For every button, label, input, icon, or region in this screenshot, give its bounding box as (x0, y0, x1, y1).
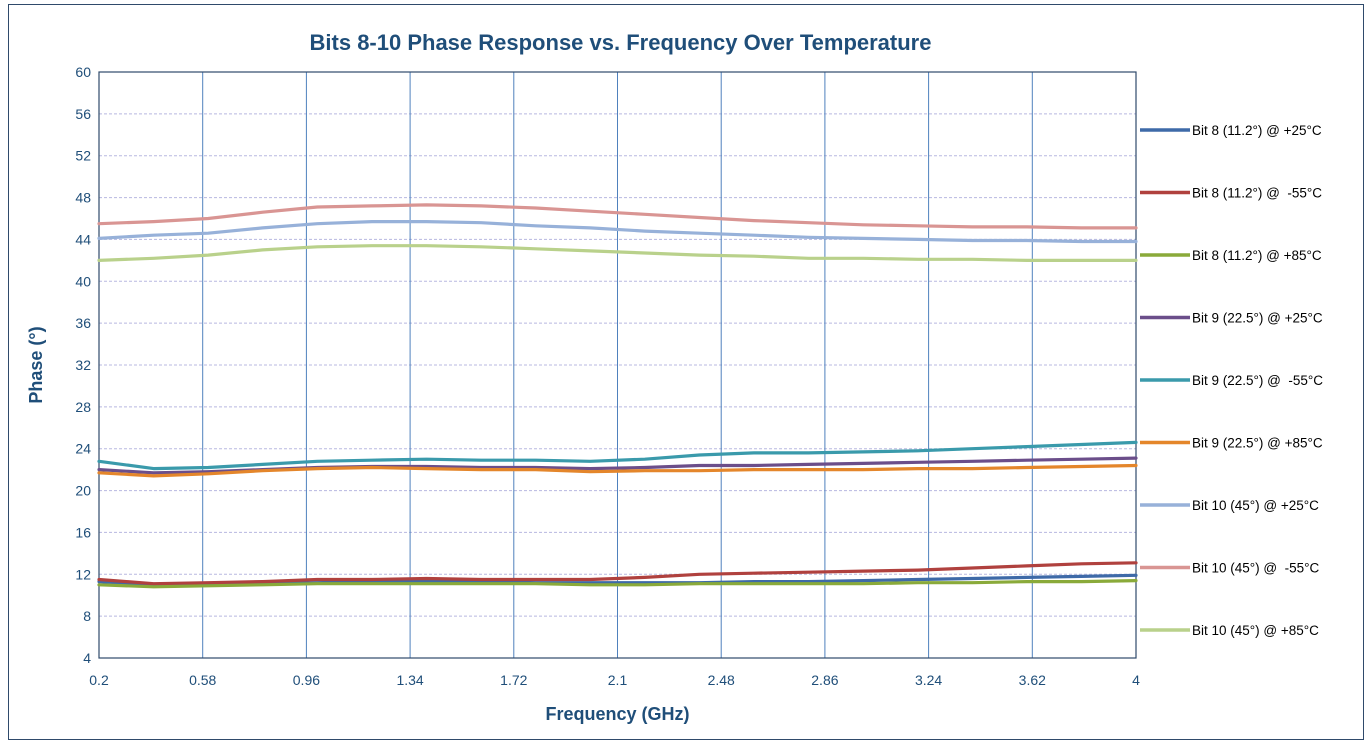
y-tick-label: 24 (75, 441, 91, 457)
x-tick-label: 1.34 (396, 672, 423, 688)
y-tick-label: 20 (75, 483, 91, 499)
x-axis-title: Frequency (GHz) (545, 704, 689, 724)
y-tick-label: 48 (75, 190, 91, 206)
legend-label: Bit 8 (11.2°) @ -55°C (1192, 186, 1322, 201)
chart-frame: Bits 8-10 Phase Response vs. Frequency O… (8, 4, 1364, 740)
y-axis-title: Phase (°) (26, 326, 46, 403)
x-tick-label: 0.58 (189, 672, 216, 688)
y-tick-label: 36 (75, 315, 91, 331)
legend-label: Bit 8 (11.2°) @ +85°C (1192, 248, 1322, 263)
series-line-7 (97, 203, 1138, 230)
x-tick-label: 3.24 (915, 672, 942, 688)
legend-label: Bit 10 (45°) @ +85°C (1192, 623, 1319, 638)
y-tick-label: 32 (75, 357, 91, 373)
series-line-2 (97, 578, 1138, 589)
x-tick-label: 2.48 (708, 672, 735, 688)
series-line-8 (97, 244, 1138, 262)
y-tick-label: 56 (75, 106, 91, 122)
y-tick-label: 28 (75, 399, 91, 415)
series-line-5 (97, 463, 1138, 478)
y-tick-label: 12 (75, 566, 91, 582)
legend-label: Bit 9 (22.5°) @ +85°C (1192, 436, 1323, 451)
x-tick-label: 0.96 (293, 672, 320, 688)
legend-label: Bit 9 (22.5°) @ -55°C (1192, 373, 1323, 388)
chart-svg: Bits 8-10 Phase Response vs. Frequency O… (26, 30, 1323, 724)
chart-title: Bits 8-10 Phase Response vs. Frequency O… (310, 30, 932, 55)
plot-area-border (98, 71, 1137, 659)
x-tick-label: 3.62 (1019, 672, 1046, 688)
x-tick-label: 0.2 (89, 672, 109, 688)
legend-label: Bit 10 (45°) @ +25°C (1192, 498, 1319, 513)
x-tick-label: 1.72 (500, 672, 527, 688)
x-tick-label: 2.86 (811, 672, 838, 688)
y-tick-label: 4 (83, 650, 91, 666)
x-tick-label: 4 (1132, 672, 1140, 688)
legend-label: Bit 8 (11.2°) @ +25°C (1192, 123, 1322, 138)
y-tick-label: 40 (75, 273, 91, 289)
series-line-4 (97, 440, 1138, 471)
y-tick-label: 60 (75, 64, 91, 80)
legend-label: Bit 10 (45°) @ -55°C (1192, 561, 1320, 576)
y-tick-label: 16 (75, 524, 91, 540)
series-line-1 (97, 561, 1138, 586)
x-tick-label: 2.1 (608, 672, 628, 688)
y-tick-label: 44 (75, 231, 91, 247)
legend-label: Bit 9 (22.5°) @ +25°C (1192, 311, 1323, 326)
y-tick-label: 52 (75, 148, 91, 164)
y-tick-label: 8 (83, 608, 91, 624)
series-line-6 (97, 220, 1138, 244)
